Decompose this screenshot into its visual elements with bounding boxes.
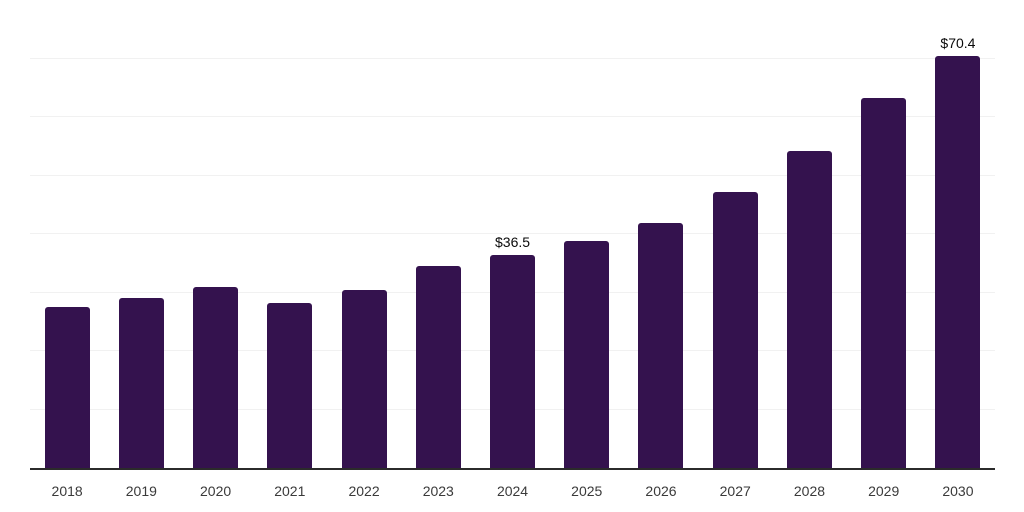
bar-2020 (193, 287, 239, 468)
x-tick-label-2023: 2023 (422, 483, 454, 499)
gridline-40 (30, 233, 995, 234)
x-tick-label-2019: 2019 (125, 483, 157, 499)
bar-slot-2029 (847, 0, 921, 468)
x-tick-label-2024: 2024 (496, 483, 529, 499)
bar-slot-2019 (104, 0, 178, 468)
bar-slot-2021 (253, 0, 327, 468)
bar-slot-2023 (401, 0, 475, 468)
bar-slot-2027 (698, 0, 772, 468)
x-tick-label-2028: 2028 (793, 483, 826, 499)
bar-2029 (861, 98, 907, 468)
value-label-2030: $70.4 (940, 35, 976, 52)
x-tick-label-2029: 2029 (868, 483, 900, 499)
x-tick-label-2030: 2030 (942, 483, 974, 499)
bar-2023 (415, 266, 461, 468)
plot-area: $36.5 $70.4 (30, 0, 995, 470)
bar-2018 (44, 306, 90, 468)
gridline-70 (30, 57, 995, 59)
x-tick-label-2020: 2020 (200, 483, 232, 499)
bar-slot-2030: $70.4 (921, 0, 995, 468)
bar-2024 (490, 254, 536, 468)
bar-2019 (118, 297, 164, 468)
x-tick-label-2026: 2026 (645, 483, 677, 499)
value-label-2024: $36.5 (495, 233, 531, 250)
bar-slot-2025 (550, 0, 624, 468)
x-tick-label-2022: 2022 (348, 483, 380, 499)
bar-2027 (712, 191, 758, 468)
bar-2025 (564, 241, 610, 468)
x-tick-label-2025: 2025 (571, 483, 603, 499)
bars: $36.5 $70.4 (30, 0, 995, 468)
bar-2022 (341, 290, 387, 468)
bar-2026 (638, 222, 684, 468)
x-tick-label-2018: 2018 (51, 483, 83, 499)
x-tick-label-2027: 2027 (719, 483, 751, 499)
bar-slot-2026 (624, 0, 698, 468)
bar-2030 (935, 56, 981, 468)
bar-slot-2024: $36.5 (475, 0, 549, 468)
gridline-60 (30, 116, 995, 117)
bar-slot-2028 (772, 0, 846, 468)
bar-slot-2022 (327, 0, 401, 468)
x-tick-label-2021: 2021 (274, 483, 306, 499)
bar-2028 (786, 150, 832, 468)
bar-slot-2018 (30, 0, 104, 468)
bar-2021 (267, 303, 313, 468)
x-axis-labels: 2018 2019 2020 2021 2022 2023 2024 2025 2026 2027… (30, 482, 995, 500)
gridline-50 (30, 174, 995, 176)
bar-slot-2020 (178, 0, 252, 468)
